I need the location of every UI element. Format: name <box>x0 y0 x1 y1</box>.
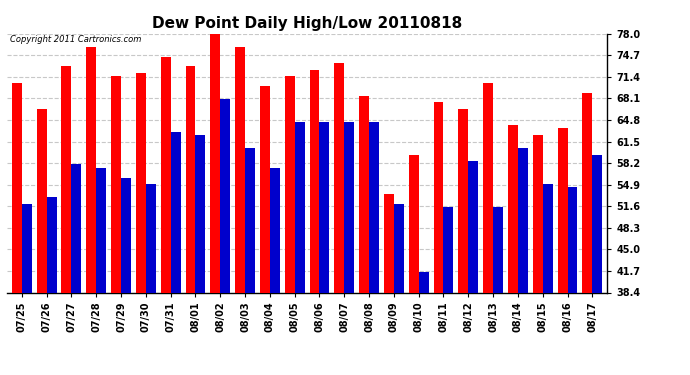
Bar <box>22 204 32 292</box>
Bar <box>419 272 428 292</box>
Bar <box>146 184 156 292</box>
Bar <box>195 135 206 292</box>
Bar <box>433 102 444 292</box>
Bar <box>458 109 469 292</box>
Bar <box>310 70 319 292</box>
Bar <box>592 154 602 292</box>
Bar <box>582 93 592 292</box>
Bar <box>444 207 453 292</box>
Bar <box>394 204 404 292</box>
Bar <box>170 132 181 292</box>
Bar <box>285 76 295 292</box>
Bar <box>121 177 131 292</box>
Text: Copyright 2011 Cartronics.com: Copyright 2011 Cartronics.com <box>10 35 141 44</box>
Bar <box>37 109 47 292</box>
Bar <box>295 122 304 292</box>
Bar <box>543 184 553 292</box>
Bar <box>518 148 528 292</box>
Bar <box>359 96 369 292</box>
Bar <box>12 83 22 292</box>
Bar <box>161 57 170 292</box>
Bar <box>493 207 503 292</box>
Bar <box>260 86 270 292</box>
Bar <box>220 99 230 292</box>
Bar <box>96 168 106 292</box>
Bar <box>508 125 518 292</box>
Bar <box>245 148 255 292</box>
Bar <box>558 129 567 292</box>
Bar <box>136 73 146 292</box>
Bar <box>319 122 329 292</box>
Bar <box>210 30 220 292</box>
Bar <box>47 197 57 292</box>
Bar <box>567 187 578 292</box>
Bar <box>344 122 354 292</box>
Bar <box>86 47 96 292</box>
Bar <box>111 76 121 292</box>
Bar <box>408 154 419 292</box>
Bar <box>235 47 245 292</box>
Bar <box>384 194 394 292</box>
Bar <box>469 161 478 292</box>
Bar <box>483 83 493 292</box>
Bar <box>71 164 81 292</box>
Bar <box>61 66 71 292</box>
Bar <box>369 122 379 292</box>
Title: Dew Point Daily High/Low 20110818: Dew Point Daily High/Low 20110818 <box>152 16 462 31</box>
Bar <box>270 168 279 292</box>
Bar <box>533 135 543 292</box>
Bar <box>186 66 195 292</box>
Bar <box>335 63 344 292</box>
